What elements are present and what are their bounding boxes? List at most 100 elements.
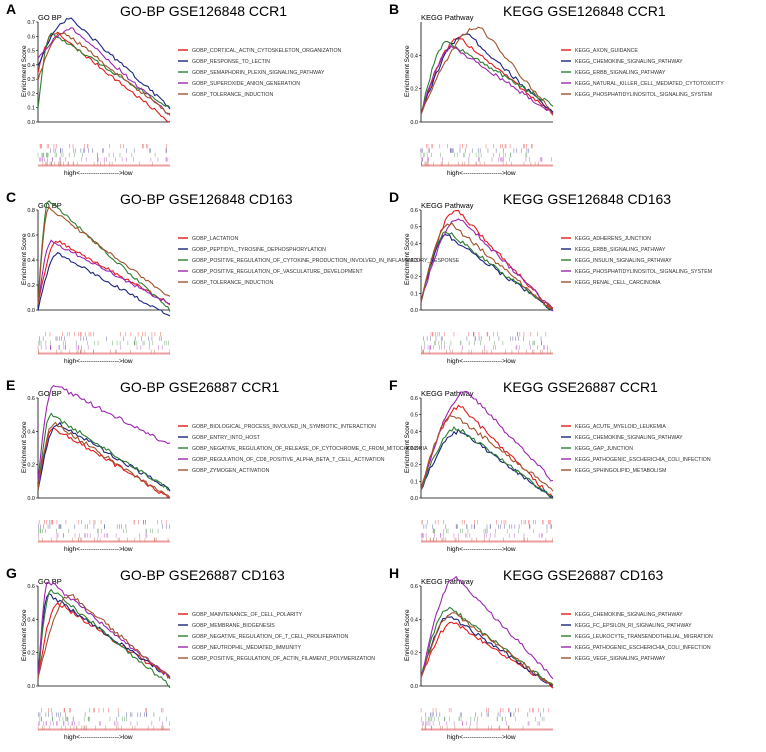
y-tick-label: 0.5	[27, 49, 35, 55]
rank-bar	[38, 352, 170, 355]
es-curve	[37, 31, 171, 123]
legend-label: GOBP_ZYMOGEN_ACTIVATION	[192, 468, 270, 474]
rank-axis-label: high<------------------>low	[447, 546, 516, 553]
panel-title: GO-BP GSE26887 CCR1	[120, 379, 279, 395]
es-curve	[420, 234, 554, 312]
y-tick-label: 0.4	[27, 617, 35, 623]
gene-set-tag: KEGG Pathway	[421, 201, 474, 210]
panel-f: F KEGG GSE26887 CCR1 KEGG Pathway Enrichmen…	[383, 376, 766, 564]
panel-letter: E	[6, 377, 15, 393]
es-curve	[37, 421, 171, 499]
y-axis-label: Enrichment Score	[21, 609, 28, 661]
es-curve	[37, 240, 171, 306]
legend-label: KEGG_VEGF_SIGNALING_PATHWAY	[575, 656, 666, 662]
es-curve	[420, 36, 554, 115]
y-tick-label: 0.4	[410, 53, 418, 59]
panel-title: GO-BP GSE26887 CD163	[120, 567, 285, 583]
rank-axis-label: high<------------------>low	[64, 546, 133, 553]
gsea-chart: B KEGG GSE126848 CCR1 KEGG Pathway Enrichme…	[389, 1, 724, 177]
y-tick-label: 0.7	[27, 20, 35, 26]
legend-label: KEGG_ERBB_SIGNALING_PATHWAY	[575, 247, 666, 253]
es-curve	[37, 602, 171, 680]
legend-label: GOBP_RESPONSE_TO_LECTIN	[192, 59, 270, 65]
rank-bar	[421, 540, 553, 543]
y-axis-label: Enrichment Score	[21, 421, 28, 473]
es-curve	[420, 391, 554, 491]
y-tick-label: 0.0	[27, 496, 35, 502]
y-tick-label: 0.0	[27, 120, 35, 126]
y-tick-label: 0.2	[27, 91, 35, 97]
y-axis-label: Enrichment Score	[404, 609, 411, 661]
legend-label: KEGG_FC_EPSILON_RI_SIGNALING_PATHWAY	[575, 623, 692, 629]
y-tick-label: 0.6	[27, 233, 35, 239]
es-curve	[37, 385, 171, 482]
y-tick-label: 0.4	[27, 429, 35, 435]
legend-label: GOBP_ENTRY_INTO_HOST	[192, 435, 261, 441]
legend-label: GOBP_CORTICAL_ACTIN_CYTOSKELETON_ORGANIZ…	[192, 48, 341, 54]
panel-letter: A	[6, 1, 16, 17]
legend-label: GOBP_TOLERANCE_INDUCTION	[192, 92, 273, 98]
y-tick-label: 0.8	[27, 208, 35, 214]
gsea-chart: F KEGG GSE26887 CCR1 KEGG Pathway Enrichmen…	[389, 377, 711, 553]
panel-title: KEGG GSE26887 CD163	[503, 567, 664, 583]
legend-label: GOBP_MEMBRANE_BIOGENESIS	[192, 623, 275, 629]
legend-label: KEGG_PATHOGENIC_ESCHERICHIA_COLI_INFECTI…	[575, 645, 711, 651]
es-curve	[420, 209, 554, 309]
rank-axis-label: high<------------------>low	[447, 358, 516, 365]
y-tick-label: 0.6	[410, 208, 418, 214]
gsea-chart: C GO-BP GSE126848 CD163 GO BP Enrichment Sc…	[6, 189, 460, 365]
panel-title: KEGG GSE26887 CCR1	[503, 379, 658, 395]
legend-label: KEGG_RENAL_CELL_CARCINOMA	[575, 280, 661, 286]
es-curve	[37, 17, 171, 110]
legend-label: GOBP_POSITIVE_REGULATION_OF_ACTIN_FILAME…	[192, 656, 375, 662]
legend-label: KEGG_AXON_GUIDANCE	[575, 48, 638, 54]
y-tick-label: 0.2	[27, 651, 35, 657]
panel-a: A GO-BP GSE126848 CCR1 GO BP Enrichment Sco…	[0, 0, 383, 188]
y-tick-label: 0.6	[410, 584, 418, 590]
y-axis-label: Enrichment Score	[404, 233, 411, 285]
rank-axis-label: high<------------------>low	[447, 170, 516, 177]
es-curve	[420, 218, 554, 312]
y-tick-label: 0.4	[27, 258, 35, 264]
es-curve	[420, 425, 554, 500]
rank-bar	[38, 728, 170, 731]
legend-label: KEGG_PHOSPHATIDYLINOSITOL_SIGNALING_SYST…	[575, 92, 712, 98]
es-curve	[420, 26, 554, 116]
legend-label: KEGG_NATURAL_KILLER_CELL_MEDIATED_CYTOTO…	[575, 81, 724, 87]
y-tick-label: 0.1	[410, 479, 418, 485]
y-tick-label: 0.5	[410, 225, 418, 231]
legend-label: KEGG_CHEMOKINE_SIGNALING_PATHWAY	[575, 59, 683, 65]
gsea-chart: G GO-BP GSE26887 CD163 GO BP Enrichment Sco…	[6, 565, 375, 741]
legend-label: GOBP_POSITIVE_REGULATION_OF_VASCULATURE_…	[192, 269, 363, 275]
es-curve	[37, 412, 171, 491]
y-tick-label: 0.0	[410, 496, 418, 502]
legend-label: KEGG_ACUTE_MYELOID_LEUKEMIA	[575, 424, 666, 430]
y-tick-label: 0.0	[27, 308, 35, 314]
rank-axis-label: high<------------------>low	[64, 734, 133, 741]
es-curve	[420, 414, 554, 492]
legend-label: GOBP_NEGATIVE_REGULATION_OF_T_CELL_PROLI…	[192, 634, 348, 640]
legend-label: GOBP_NEGATIVE_REGULATION_OF_RELEASE_OF_C…	[192, 446, 428, 452]
y-axis-label: Enrichment Score	[21, 233, 28, 285]
panel-title: KEGG GSE126848 CD163	[503, 191, 671, 207]
rank-bar	[38, 540, 170, 543]
legend-label: KEGG_CHEMOKINE_SIGNALING_PATHWAY	[575, 435, 683, 441]
y-tick-label: 0.4	[410, 617, 418, 623]
rank-bar	[38, 164, 170, 167]
y-tick-label: 0.2	[27, 463, 35, 469]
gsea-chart: D KEGG GSE126848 CD163 KEGG Pathway Enrichm…	[389, 189, 712, 365]
y-tick-label: 0.3	[410, 258, 418, 264]
rank-axis-label: high<------------------>low	[64, 358, 133, 365]
y-tick-label: 0.1	[410, 291, 418, 297]
es-curve	[420, 231, 554, 310]
legend-label: KEGG_INSULIN_SIGNALING_PATHWAY	[575, 258, 672, 264]
y-tick-label: 0.6	[27, 584, 35, 590]
panel-letter: G	[6, 565, 17, 581]
panel-letter: H	[389, 565, 399, 581]
es-curve	[420, 40, 554, 115]
legend-label: KEGG_ADHERENS_JUNCTION	[575, 236, 651, 242]
es-curve	[37, 427, 171, 499]
es-curve	[37, 592, 171, 678]
y-axis-label: Enrichment Score	[21, 45, 28, 97]
